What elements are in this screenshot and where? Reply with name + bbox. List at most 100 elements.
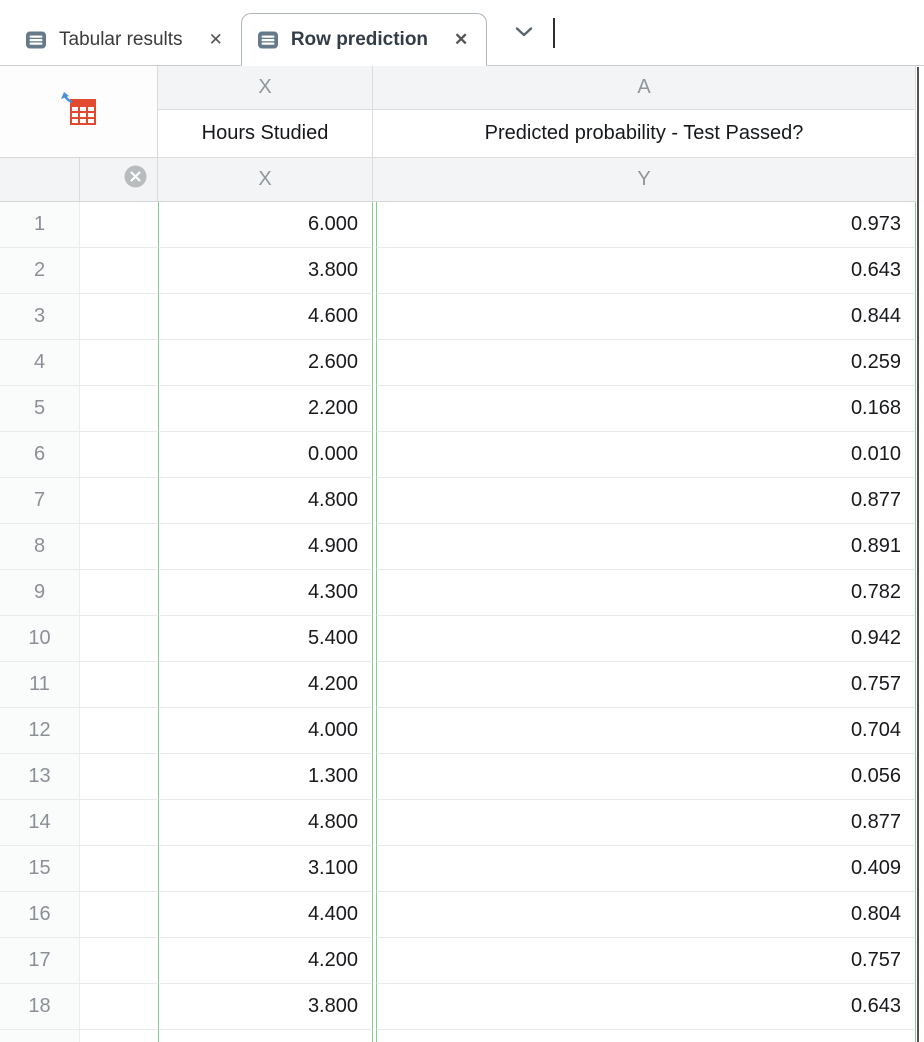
prediction-cell[interactable]: 0.757 <box>376 938 916 984</box>
table-row: 16 4.400 0.804 <box>0 892 916 938</box>
hours-studied-cell[interactable]: 6.000 <box>158 202 373 248</box>
hours-studied-cell[interactable]: 3.800 <box>158 248 373 294</box>
row-flag-cell[interactable] <box>80 202 158 248</box>
row-number[interactable]: 15 <box>0 846 80 892</box>
prediction-cell[interactable]: 0.409 <box>376 846 916 892</box>
hours-studied-cell[interactable]: 1.300 <box>158 754 373 800</box>
prediction-cell[interactable]: 0.010 <box>376 432 916 478</box>
row-number[interactable]: 4 <box>0 340 80 386</box>
row-number[interactable]: 18 <box>0 984 80 1030</box>
row-flag-cell[interactable] <box>80 708 158 754</box>
row-flag-cell[interactable] <box>80 616 158 662</box>
tab-tabular-results[interactable]: Tabular results ✕ <box>10 14 241 65</box>
prediction-cell[interactable]: 0.643 <box>376 984 916 1030</box>
row-number[interactable]: 14 <box>0 800 80 846</box>
hours-studied-cell[interactable]: 2.200 <box>158 386 373 432</box>
row-flag-cell[interactable] <box>80 1030 158 1042</box>
row-number[interactable]: 7 <box>0 478 80 524</box>
table-row: 18 3.800 0.643 <box>0 984 916 1030</box>
close-icon[interactable]: ✕ <box>454 30 469 49</box>
hours-studied-cell[interactable]: 4.600 <box>158 294 373 340</box>
row-number[interactable]: 12 <box>0 708 80 754</box>
tab-label: Row prediction <box>290 28 429 50</box>
prediction-cell[interactable]: 0.168 <box>376 386 916 432</box>
role-label-x[interactable]: X <box>158 158 373 201</box>
row-flag-cell[interactable] <box>80 294 158 340</box>
row-flag-cell[interactable] <box>80 662 158 708</box>
role-label-y[interactable]: Y <box>373 158 916 201</box>
row-number[interactable]: 1 <box>0 202 80 248</box>
row-number[interactable]: 5 <box>0 386 80 432</box>
prediction-cell[interactable]: 0.643 <box>376 248 916 294</box>
row-number[interactable]: 3 <box>0 294 80 340</box>
row-number[interactable]: 9 <box>0 570 80 616</box>
hours-studied-cell[interactable]: 3.800 <box>158 984 373 1030</box>
table-row: 12 4.000 0.704 <box>0 708 916 754</box>
row-flag-cell[interactable] <box>80 524 158 570</box>
prediction-cell[interactable] <box>376 1030 916 1042</box>
row-flag-cell[interactable] <box>80 432 158 478</box>
row-flag-cell[interactable] <box>80 892 158 938</box>
row-flag-cell[interactable] <box>80 386 158 432</box>
hours-studied-cell[interactable]: 4.900 <box>158 524 373 570</box>
row-number[interactable]: 16 <box>0 892 80 938</box>
prediction-cell[interactable]: 0.877 <box>376 478 916 524</box>
row-flag-cell[interactable] <box>80 800 158 846</box>
hours-studied-cell[interactable]: 0.000 <box>158 432 373 478</box>
hours-studied-cell[interactable] <box>158 1030 373 1042</box>
row-flag-cell[interactable] <box>80 938 158 984</box>
hours-studied-cell[interactable]: 4.200 <box>158 662 373 708</box>
row-number[interactable]: 13 <box>0 754 80 800</box>
row-number[interactable]: 8 <box>0 524 80 570</box>
hours-studied-cell[interactable]: 4.400 <box>158 892 373 938</box>
prediction-cell[interactable]: 0.782 <box>376 570 916 616</box>
tab-list-dropdown[interactable] <box>507 18 541 48</box>
row-number[interactable]: 10 <box>0 616 80 662</box>
table-row: 1 6.000 0.973 <box>0 202 916 248</box>
close-icon[interactable]: ✕ <box>208 30 223 49</box>
row-number[interactable]: 11 <box>0 662 80 708</box>
column-letter-x[interactable]: X <box>158 66 373 109</box>
hours-studied-cell[interactable]: 4.000 <box>158 708 373 754</box>
prediction-cell[interactable]: 0.844 <box>376 294 916 340</box>
prediction-cell[interactable]: 0.891 <box>376 524 916 570</box>
row-flag-cell[interactable] <box>80 478 158 524</box>
table-row: 4 2.600 0.259 <box>0 340 916 386</box>
role-clear-cell[interactable] <box>80 158 158 201</box>
tab-row-prediction[interactable]: Row prediction ✕ <box>240 13 488 66</box>
row-flag-cell[interactable] <box>80 248 158 294</box>
hours-studied-cell[interactable]: 4.800 <box>158 478 373 524</box>
prediction-cell[interactable]: 0.877 <box>376 800 916 846</box>
prediction-cell[interactable]: 0.804 <box>376 892 916 938</box>
row-flag-cell[interactable] <box>80 984 158 1030</box>
prediction-cell[interactable]: 0.704 <box>376 708 916 754</box>
row-flag-cell[interactable] <box>80 340 158 386</box>
tab-label: Tabular results <box>59 28 183 50</box>
hours-studied-cell[interactable]: 4.300 <box>158 570 373 616</box>
hours-studied-cell[interactable]: 4.800 <box>158 800 373 846</box>
column-name-predicted-probability[interactable]: Predicted probability - Test Passed? <box>373 110 916 157</box>
column-name-hours-studied[interactable]: Hours Studied <box>158 110 373 157</box>
row-number[interactable] <box>0 1030 80 1042</box>
row-flag-cell[interactable] <box>80 846 158 892</box>
row-number[interactable]: 17 <box>0 938 80 984</box>
prediction-cell[interactable]: 0.056 <box>376 754 916 800</box>
variable-role-row: X Y <box>0 158 916 202</box>
prediction-cell[interactable]: 0.757 <box>376 662 916 708</box>
pane-divider[interactable] <box>917 67 919 1042</box>
chevron-down-icon <box>515 24 533 42</box>
hours-studied-cell[interactable]: 2.600 <box>158 340 373 386</box>
hours-studied-cell[interactable]: 4.200 <box>158 938 373 984</box>
row-number[interactable]: 6 <box>0 432 80 478</box>
clear-circle-icon[interactable] <box>124 165 147 194</box>
prediction-cell[interactable]: 0.259 <box>376 340 916 386</box>
prediction-cell[interactable]: 0.942 <box>376 616 916 662</box>
row-flag-cell[interactable] <box>80 570 158 616</box>
hours-studied-cell[interactable]: 3.100 <box>158 846 373 892</box>
corner-cell[interactable] <box>0 66 158 158</box>
row-flag-cell[interactable] <box>80 754 158 800</box>
row-number[interactable]: 2 <box>0 248 80 294</box>
column-letter-a[interactable]: A <box>373 66 916 109</box>
prediction-cell[interactable]: 0.973 <box>376 202 916 248</box>
hours-studied-cell[interactable]: 5.400 <box>158 616 373 662</box>
